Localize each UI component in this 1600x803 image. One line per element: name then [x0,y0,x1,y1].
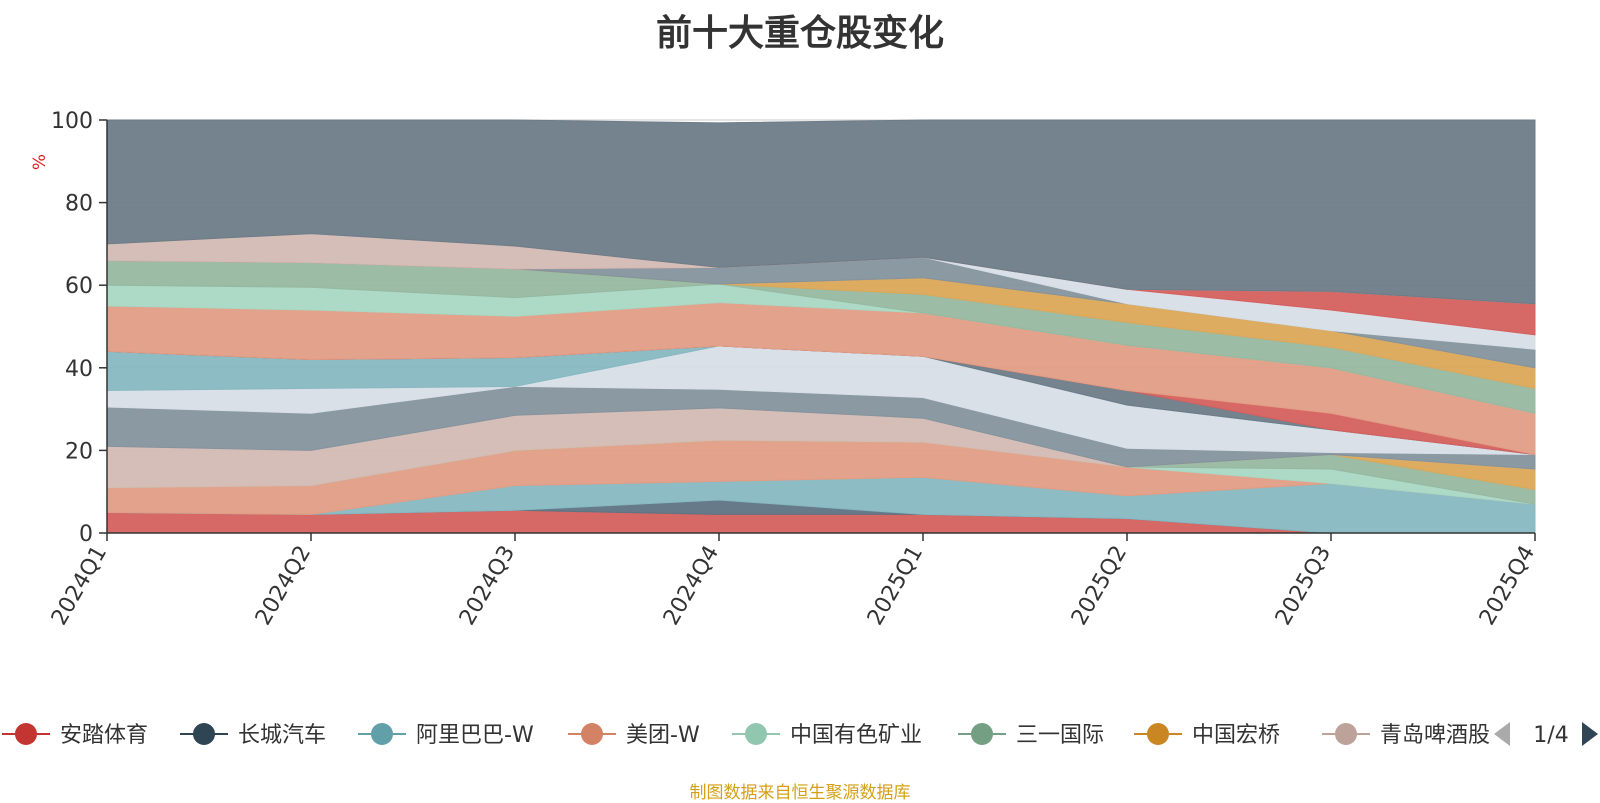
y-tick-label: 0 [79,522,93,547]
legend-item[interactable]: 三一国际 [958,723,1104,748]
legend-label: 三一国际 [1016,723,1104,748]
legend-label: 阿里巴巴-W [416,723,534,748]
legend-item[interactable]: 中国有色矿业 [732,723,922,748]
legend-label: 长城汽车 [238,723,326,748]
legend-label: 美团-W [626,723,700,748]
y-tick-label: 80 [65,192,93,217]
legend-marker [971,723,993,745]
y-axis-unit: % [30,154,50,170]
y-tick-label: 60 [65,274,93,299]
y-tick-label: 20 [65,439,93,464]
x-tick-label: 2025Q4 [1475,542,1540,630]
legend-label: 中国有色矿业 [790,723,922,748]
y-tick-label: 100 [51,109,93,134]
legend-prev-icon[interactable] [1494,722,1510,746]
legend-label: 安踏体育 [60,723,148,748]
legend: 安踏体育 长城汽车 阿里巴巴-W 美团-W 中国有色矿业 三一国际 中国宏桥 青岛啤酒股份 [2,723,1512,748]
legend-next-icon[interactable] [1582,722,1598,746]
y-tick-label: 40 [65,357,93,382]
legend-marker [193,723,215,745]
x-tick-label: 2024Q3 [455,542,520,630]
x-tick-label: 2024Q1 [47,542,112,630]
legend-label: 中国宏桥 [1192,723,1280,748]
legend-marker [1335,723,1357,745]
area-series [106,119,1536,534]
area-series-22 [106,119,1536,305]
legend-page-indicator: 1/4 [1533,723,1568,748]
legend-item[interactable]: 阿里巴巴-W [358,723,534,748]
legend-label: 青岛啤酒股份 [1380,723,1512,748]
legend-marker [581,723,603,745]
x-tick-label: 2025Q1 [863,542,928,630]
source-note: 制图数据来自恒生聚源数据库 [689,783,911,803]
legend-marker [371,723,393,745]
legend-item[interactable]: 长城汽车 [180,723,326,748]
legend-marker [1147,723,1169,745]
legend-item[interactable]: 美团-W [568,723,700,748]
legend-item[interactable]: 安踏体育 [2,723,148,748]
legend-marker [745,723,767,745]
legend-item[interactable]: 中国宏桥 [1134,723,1280,748]
x-tick-label: 2025Q2 [1067,542,1132,630]
x-tick-label: 2024Q4 [659,542,724,630]
x-tick-label: 2025Q3 [1271,542,1336,630]
chart-title: 前十大重仓股变化 [655,13,944,54]
legend-item[interactable]: 青岛啤酒股份 [1322,723,1512,748]
legend-marker [15,723,37,745]
x-tick-label: 2024Q2 [251,542,316,630]
